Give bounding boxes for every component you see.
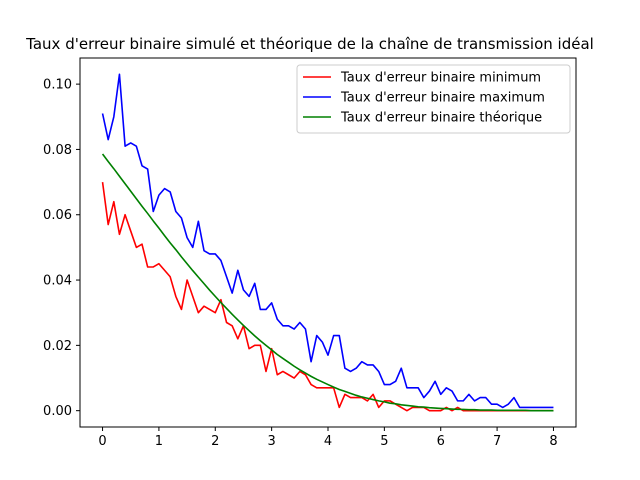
y-tick-label: 0.02 (43, 339, 72, 354)
plot-lines (101, 73, 554, 412)
x-tick-label: 4 (324, 434, 332, 449)
y-tick-label: 0.08 (43, 143, 72, 158)
y-tick-label: 0.04 (43, 274, 72, 289)
legend-label-2: Taux d'erreur binaire maximum (340, 91, 545, 106)
chart-title: Taux d'erreur binaire simulé et théoriqu… (25, 35, 594, 53)
legend-label-1: Taux d'erreur binaire minimum (340, 71, 541, 86)
y-axis: 0.00 0.02 0.04 0.06 0.08 0.10 (43, 78, 80, 419)
x-tick-label: 3 (267, 434, 275, 449)
x-tick-label: 7 (493, 434, 501, 449)
y-tick-label: 0.00 (43, 404, 72, 419)
legend-box (296, 64, 571, 134)
y-tick-label: 0.06 (43, 208, 72, 223)
series-line-2 (101, 73, 554, 409)
x-tick-label: 0 (98, 434, 106, 449)
x-tick-label: 6 (437, 434, 445, 449)
y-tick-label: 0.10 (43, 78, 72, 93)
legend: Taux d'erreur binaire minimum Taux d'erre… (296, 64, 571, 134)
x-tick-label: 2 (211, 434, 219, 449)
series-line-3 (101, 153, 554, 412)
x-axis: 0 1 2 3 4 5 6 7 8 (98, 427, 558, 449)
x-tick-label: 5 (380, 434, 388, 449)
x-tick-label: 8 (549, 434, 557, 449)
legend-label-3: Taux d'erreur binaire théorique (340, 111, 542, 126)
x-tick-label: 1 (155, 434, 163, 449)
